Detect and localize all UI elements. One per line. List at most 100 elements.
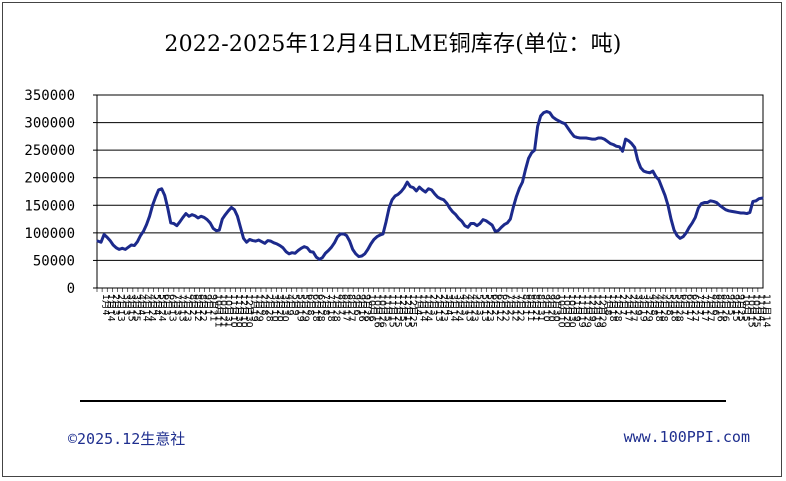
x-tick-label: 3月14 — [448, 294, 459, 322]
y-tick-label: 0 — [67, 281, 75, 297]
x-tick-label: 10月25 — [750, 294, 761, 328]
x-tick-label: 2月8 — [259, 294, 270, 316]
x-tick-label: 3月20 — [274, 294, 285, 322]
x-tick-label: 5月3 — [474, 294, 485, 316]
x-tick-label: 5月13 — [479, 294, 490, 322]
x-tick-label: 2月3 — [428, 294, 439, 316]
y-tick-label: 250000 — [24, 143, 75, 159]
x-tick-label: 8月2 — [187, 294, 198, 316]
x-tick-label: 5月28 — [674, 294, 685, 322]
x-tick-label: 9月5 — [725, 294, 736, 316]
x-tick-label: 10月11 — [212, 294, 223, 328]
x-tick-label: 2月13 — [433, 294, 444, 322]
x-tick-label: 4月13 — [464, 294, 475, 322]
x-tick-label: 10月31 — [223, 294, 234, 328]
y-axis: 350000 300000 250000 200000 150000 100000 5000… — [24, 88, 97, 297]
x-tick-label: 4月4 — [136, 294, 147, 316]
y-tick-label: 50000 — [33, 253, 75, 269]
x-tick-label: 1月24 — [423, 294, 434, 322]
x-tick-label: 6月12 — [494, 294, 505, 322]
y-tick-label: 150000 — [24, 198, 75, 214]
x-tick-label: 10月20 — [561, 294, 572, 328]
x-tick-label: 11月9 — [571, 294, 582, 322]
x-tick-label: 5月18 — [668, 294, 679, 322]
x-tick-label: 6月27 — [689, 294, 700, 322]
grid-lines — [97, 122, 763, 261]
x-tick-label: 1月29 — [253, 294, 264, 322]
x-tick-label: 6月28 — [315, 294, 326, 322]
x-tick-label: 7月23 — [182, 294, 193, 322]
x-tick-label: 4月23 — [469, 294, 480, 322]
x-tick-label: 6月17 — [684, 294, 695, 322]
x-tick-label: 4月8 — [648, 294, 659, 316]
x-tick-label: 10月10 — [556, 294, 567, 328]
x-tick-label: 4月9 — [284, 294, 295, 316]
x-tick-label: 1月8 — [602, 294, 613, 316]
x-tick-label: 2月13 — [115, 294, 126, 322]
x-tick-label: 7月12 — [510, 294, 521, 322]
chart-area: 350000 300000 250000 200000 150000 100000 5000… — [24, 88, 772, 328]
y-tick-label: 100000 — [24, 226, 75, 242]
x-tick-label: 11月29 — [581, 294, 592, 328]
x-tick-label: 2月3 — [110, 294, 121, 316]
x-tick-label: 10月5 — [740, 294, 751, 322]
x-tick-label: 5月23 — [484, 294, 495, 322]
x-tick-label: 6月2 — [489, 294, 500, 316]
x-tick-label: 9月21 — [207, 294, 218, 322]
x-tick-label: 10月6 — [366, 294, 377, 322]
series-group — [96, 110, 764, 261]
x-tick-label: 7月17 — [699, 294, 710, 322]
x-tick-label: 3月30 — [279, 294, 290, 322]
x-tick-label: 1月4 — [412, 294, 423, 316]
x-tick-label: 9月25 — [735, 294, 746, 322]
x-tick-label: 8月27 — [346, 294, 357, 322]
x-tick-label: 12月29 — [597, 294, 608, 328]
x-tick-label: 2月23 — [438, 294, 449, 322]
x-tick-label: 2月17 — [622, 294, 633, 322]
x-tick-label: 9月26 — [361, 294, 372, 322]
y-tick-label: 350000 — [24, 88, 75, 104]
x-tick-label: 12月19 — [592, 294, 603, 328]
x-tick-label: 12月15 — [402, 294, 413, 328]
x-tick-label: 4月14 — [141, 294, 152, 322]
x-tick-label: 8月16 — [715, 294, 726, 322]
x-tick-label: 5月8 — [663, 294, 674, 316]
x-tick-label: 11月10 — [228, 294, 239, 328]
footer-divider — [80, 400, 726, 402]
x-tick-label: 7月28 — [330, 294, 341, 322]
series-line-lme-copper-stock — [96, 110, 764, 261]
x-tick-label: 3月10 — [269, 294, 280, 322]
x-tick-label: 5月19 — [294, 294, 305, 322]
x-tick-label: 3月19 — [638, 294, 649, 322]
x-tick-label: 10月16 — [371, 294, 382, 328]
x-tick-label: 9月10 — [540, 294, 551, 322]
x-tick-label: 11月14 — [761, 294, 772, 328]
x-tick-label: 12月9 — [586, 294, 597, 322]
x-tick-label: 8月11 — [525, 294, 536, 322]
x-tick-label: 9月15 — [730, 294, 741, 322]
x-tick-label: 9月20 — [545, 294, 556, 322]
x-tick-label: 7月27 — [704, 294, 715, 322]
footer-site-link[interactable]: www.100PPI.com — [623, 428, 750, 446]
x-tick-label: 7月7 — [694, 294, 705, 316]
x-tick-label: 10月21 — [218, 294, 229, 328]
x-tick-label: 2月28 — [264, 294, 275, 322]
x-tick-label: 3月15 — [125, 294, 136, 322]
y-tick-label: 300000 — [24, 116, 75, 132]
x-tick-label: 11月30 — [233, 294, 244, 328]
x-tick-label: 5月4 — [151, 294, 162, 316]
x-tick-label: 3月25 — [131, 294, 142, 322]
x-tick-label: 1月19 — [248, 294, 259, 322]
x-tick-label: 10月30 — [566, 294, 577, 328]
x-tick-label: 3月4 — [443, 294, 454, 316]
x-tick-label: 11月25 — [392, 294, 403, 328]
x-tick-label: 8月12 — [192, 294, 203, 322]
x-tick-label: 1月18 — [607, 294, 618, 322]
x-tick-label: 2月7 — [617, 294, 628, 316]
x-tick-label: 9月30 — [551, 294, 562, 322]
x-tick-label: 12月30 — [243, 294, 254, 328]
x-tick-label: 8月7 — [335, 294, 346, 316]
footer-copyright: ©2025.12生意社 — [68, 430, 186, 448]
chart-title: 2022-2025年12月4日LME铜库存(单位：吨) — [164, 32, 622, 57]
x-tick-label: 1月28 — [612, 294, 623, 322]
